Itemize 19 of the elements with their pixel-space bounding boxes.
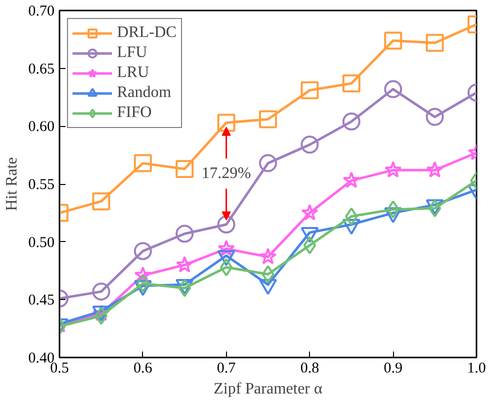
legend-label: LRU: [117, 64, 149, 82]
y-tick-label: 0.55: [28, 177, 54, 193]
legend-label: LFU: [117, 44, 148, 62]
legend-label: FIFO: [117, 104, 152, 122]
annotation: 17.29%: [202, 165, 251, 182]
legend-label: Random: [117, 84, 172, 102]
x-axis-title: Zipf Parameter α: [214, 380, 324, 398]
x-tick-label: 0.6: [134, 360, 153, 376]
y-axis-title: Hit Rate: [3, 157, 20, 211]
y-tick-label: 0.45: [28, 292, 54, 309]
x-tick-label: 0.7: [216, 360, 236, 376]
legend-label: DRL-DC: [117, 24, 177, 42]
y-tick-label: 0.70: [28, 4, 54, 20]
y-tick-label: 0.60: [28, 119, 54, 136]
x-tick-label: 0.8: [300, 360, 320, 376]
y-tick-label: 0.50: [28, 234, 54, 251]
y-tick-label: 0.65: [28, 61, 54, 78]
x-tick-label: 0.9: [384, 360, 402, 376]
x-tick-label: 1.0: [467, 360, 486, 376]
